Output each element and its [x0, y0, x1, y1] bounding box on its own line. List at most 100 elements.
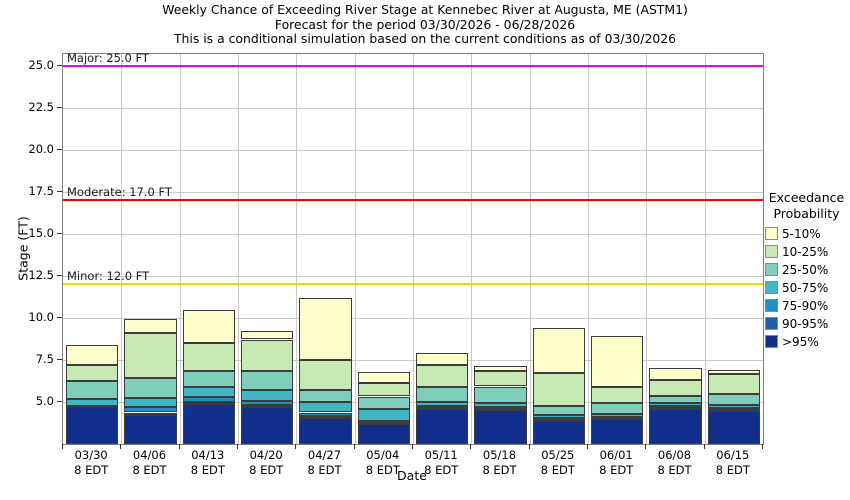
bar-05/04-segment-5-10% [357, 372, 410, 384]
threshold-label-minor: Minor: 12.0 FT [67, 269, 150, 284]
bar-05/04-segment->95% [357, 423, 410, 444]
x-tick-mark-4 [295, 444, 297, 449]
y-tick-mark-20.0 [57, 148, 62, 150]
legend-item-5-10%: 5-10% [765, 226, 850, 241]
bar-06/01-segment-75-90% [591, 416, 644, 419]
threshold-line-minor [63, 283, 763, 286]
gridline-vertical-4 [296, 54, 298, 444]
x-tick-mark-0 [62, 444, 63, 449]
x-tick-mark-2 [178, 444, 180, 449]
x-tick-date: 03/30 [74, 448, 108, 462]
x-tick-mark-3 [237, 444, 238, 449]
bar-03/30-segment-10-25% [66, 364, 119, 381]
gridline-vertical-2 [179, 54, 181, 444]
legend-swatch-25-50% [765, 263, 778, 276]
y-tick-mark-15.0 [57, 232, 62, 234]
legend-label->95%: >95% [782, 334, 819, 349]
bar-05/11-segment->95% [416, 409, 469, 444]
x-tick-date: 05/25 [541, 448, 575, 462]
x-tick-label-06/15: 06/15 8 EDT [701, 448, 765, 477]
legend-label-50-75%: 50-75% [782, 280, 829, 295]
x-tick-time: 8 EDT [482, 462, 517, 477]
bar-06/08-segment-5-10% [649, 368, 702, 380]
y-tick-mark-17.5 [57, 190, 62, 192]
legend-swatch-90-95% [765, 317, 778, 330]
gridline-vertical-9 [588, 54, 589, 444]
bar-04/13-segment-10-25% [182, 342, 235, 372]
x-tick-mark-11 [703, 444, 705, 449]
legend-title-line1: Exceedance [768, 190, 845, 205]
legend: Exceedance Probability 5-10% 10-25% 25-50%… [763, 190, 850, 352]
bar-06/08-segment->95% [649, 409, 702, 444]
gridline-vertical-8 [529, 54, 531, 444]
gridline-vertical-3 [238, 54, 239, 444]
gridline-vertical-10 [646, 54, 648, 444]
legend-swatch-75-90% [765, 299, 778, 312]
bar-03/30-segment-5-10% [66, 344, 119, 365]
bar-06/01-segment-50-75% [591, 413, 644, 417]
bar-04/06-segment-90-95% [124, 412, 177, 415]
bar-06/15-segment-5-10% [707, 369, 760, 374]
x-tick-time: 8 EDT [365, 462, 400, 477]
x-tick-date: 04/06 [132, 448, 167, 462]
x-tick-time: 8 EDT [249, 462, 284, 477]
x-tick-label-04/06: 04/06 8 EDT [118, 448, 182, 477]
x-tick-label-03/30: 03/30 8 EDT [59, 448, 123, 477]
y-tick-mark-7.5 [57, 358, 62, 360]
y-tick-label-12.5: 12.5 [28, 267, 54, 282]
x-tick-label-06/01: 06/01 8 EDT [584, 448, 648, 477]
threshold-label-major: Major: 25.0 FT [67, 51, 149, 66]
bar-06/15-segment-90-95% [707, 409, 760, 412]
bar-06/15-segment-10-25% [707, 373, 760, 395]
threshold-label-moderate: Moderate: 17.0 FT [67, 185, 172, 200]
x-tick-time: 8 EDT [307, 462, 342, 477]
bar-04/27-segment->95% [299, 417, 352, 444]
threshold-line-moderate [63, 199, 763, 202]
bar-04/06-segment-50-75% [124, 398, 177, 408]
x-tick-date: 06/15 [716, 448, 750, 462]
bar-04/13-segment-25-50% [182, 371, 235, 388]
x-tick-date: 04/27 [307, 448, 342, 462]
legend-label-75-90%: 75-90% [782, 298, 829, 313]
bar-03/30-segment-50-75% [66, 399, 119, 406]
bar-04/20-segment-75-90% [241, 400, 294, 405]
x-tick-mark-10 [645, 444, 647, 449]
bar-04/20-segment-25-50% [241, 371, 294, 390]
legend-swatch->95% [765, 335, 778, 348]
bar-06/15-segment-75-90% [707, 408, 760, 411]
x-tick-mark-1 [120, 444, 122, 449]
bar-04/27-segment-5-10% [299, 297, 352, 360]
x-tick-mark-6 [412, 444, 413, 449]
bar-04/20-segment-5-10% [241, 331, 294, 340]
legend-item-25-50%: 25-50% [765, 262, 850, 277]
x-tick-label-04/20: 04/20 8 EDT [234, 448, 298, 477]
legend-label-10-25%: 10-25% [782, 244, 829, 259]
x-tick-time: 8 EDT [657, 462, 692, 477]
bar-04/27-segment-10-25% [299, 359, 352, 390]
y-tick-label-15.0: 15.0 [28, 225, 54, 240]
bar-04/13-segment-50-75% [182, 387, 235, 398]
bar-05/04-segment-90-95% [357, 422, 410, 425]
chart-title-line3: This is a conditional simulation based o… [173, 31, 676, 47]
bar-06/08-segment-50-75% [649, 403, 702, 407]
bar-05/11-segment-25-50% [416, 387, 469, 403]
bar-05/25-segment-10-25% [532, 373, 585, 406]
x-tick-date: 05/18 [482, 448, 517, 462]
gridline-vertical-7 [471, 54, 473, 444]
x-tick-label-05/18: 05/18 8 EDT [468, 448, 532, 477]
bar-03/30-segment-25-50% [66, 380, 119, 400]
bar-05/04-segment-25-50% [357, 396, 410, 410]
bar-04/06-segment->95% [124, 415, 177, 444]
bar-06/01-segment-25-50% [591, 402, 644, 414]
x-tick-mark-7 [470, 444, 472, 449]
legend-swatch-10-25% [765, 245, 778, 258]
gridline-vertical-6 [413, 54, 414, 444]
y-tick-mark-25.0 [57, 65, 62, 67]
bar-06/01-segment-90-95% [591, 418, 644, 421]
bar-04/13-segment-75-90% [182, 397, 235, 402]
x-tick-date: 05/04 [366, 448, 400, 462]
gridline-vertical-1 [121, 54, 123, 444]
legend-label-25-50%: 25-50% [782, 262, 829, 277]
bar-05/18-segment-25-50% [474, 386, 527, 404]
